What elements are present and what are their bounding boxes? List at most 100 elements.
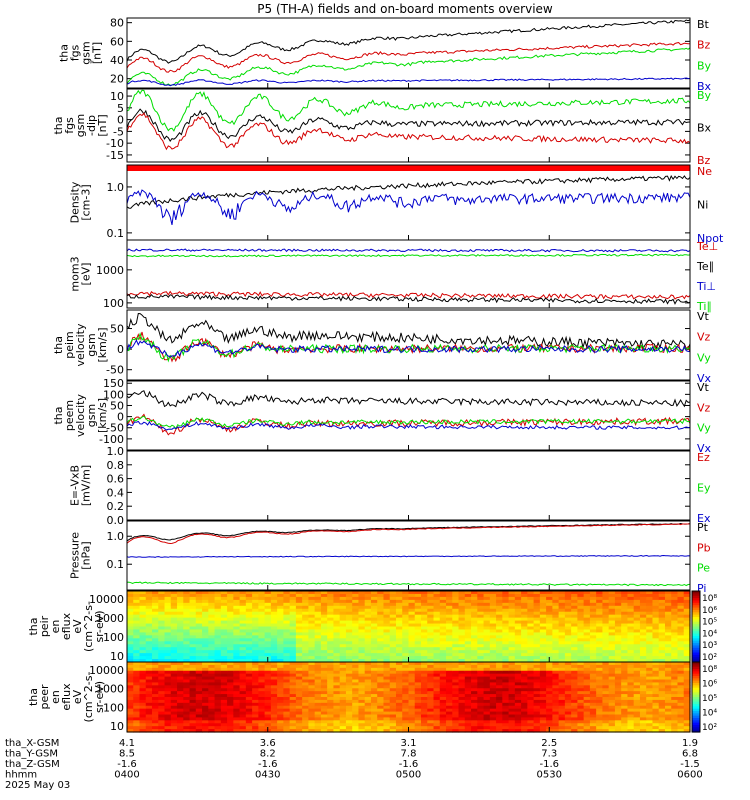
ytick-label: -5 — [113, 125, 124, 138]
legend-entry: Ne — [697, 165, 712, 178]
xaxis-value: -1.6 — [258, 759, 278, 770]
series-line-Ti∥ — [126, 253, 691, 258]
legend-entry: Ex — [697, 512, 711, 525]
legend-entry: Ti⊥ — [696, 280, 716, 293]
xaxis-value: 0400 — [114, 770, 139, 781]
colorbar-tick: 10² — [702, 723, 717, 733]
legend-entry: Te∥ — [696, 260, 714, 273]
series-line-Bx — [126, 77, 690, 87]
ytick-label: 0.6 — [107, 473, 125, 486]
legend-entry: Pe — [697, 562, 710, 575]
series-line-Vz — [126, 413, 691, 436]
panel-3: mom3[eV] 1000 100 Te⊥ Te∥ Ti⊥ Ti∥ — [69, 239, 718, 313]
xaxis-row-label: tha_X-GSM — [5, 738, 59, 749]
series-line-By — [126, 47, 691, 86]
xaxis-row-label: tha_Z-GSM — [5, 759, 60, 770]
legend-entry: Vz — [697, 331, 711, 344]
ytick-label: 5 — [117, 102, 124, 115]
ytick-label: 10 — [110, 720, 124, 733]
legend-entry: Bt — [697, 18, 710, 31]
data-band — [127, 165, 690, 171]
legend-entry: Npot — [697, 232, 724, 245]
panel-frame — [126, 380, 691, 451]
colorbar — [691, 661, 701, 733]
legend-entry: Pi — [697, 582, 706, 595]
series-line-Te∥ — [126, 293, 691, 305]
xaxis-value: -1.5 — [680, 759, 700, 770]
ytick-label: 0 — [117, 114, 124, 127]
xaxis-value: 4.1 — [119, 738, 135, 749]
xaxis-row-label: tha_Y-GSM — [5, 749, 58, 760]
panel-4: thapeimvelocitygsm[km/s] 50 0 -50 Vt Vz Vy Vx — [52, 309, 712, 385]
ytick-label: 0.1 — [107, 227, 125, 240]
ylabel: Pressure[nPa] — [69, 532, 93, 579]
legend-entry: Ti∥ — [696, 300, 712, 313]
colorbar — [691, 590, 701, 663]
colorbar-tick: 10⁴ — [702, 629, 717, 639]
ytick-label: 1000 — [96, 683, 124, 696]
xaxis-value: 2.5 — [541, 738, 557, 749]
colorbar-tick: 10⁵ — [702, 694, 717, 704]
ytick-label: 0 — [117, 411, 124, 424]
legend-entry: Vx — [697, 442, 712, 455]
panel-7: Pressure[nPa] 1.0 0.1 Pt Pb Pe Pi — [69, 520, 711, 595]
ytick-label: 1.0 — [107, 530, 125, 543]
series-group — [126, 312, 691, 363]
legend-entry: Ni — [697, 199, 708, 212]
legend-entry: Vz — [697, 401, 711, 414]
panel-0: thafgsgsm[nT] 80 60 40 20 Bt Bz By Bx — [58, 17, 712, 93]
xaxis-value: -1.6 — [539, 759, 559, 770]
xaxis-value: 6.8 — [682, 749, 698, 760]
ytick-label: 1000 — [96, 264, 124, 277]
legend-entry: Pt — [697, 521, 709, 534]
ytick-label: 100 — [103, 388, 124, 401]
legend-entry: Bz — [697, 39, 711, 52]
series-line-Bz — [126, 42, 690, 73]
ylabel: Density[cm-3] — [69, 181, 93, 223]
ytick-label: 0.2 — [107, 500, 125, 513]
panel-5: thapeemvelocitygsm[km/s] 150100500-50-100… — [52, 377, 712, 455]
ytick-label: 50 — [110, 323, 124, 336]
legend-entry: Vy — [697, 422, 711, 435]
ylabel: thapeemvelocitygsm[km/s] — [52, 394, 109, 437]
ytick-label: 1.0 — [107, 445, 125, 458]
xaxis-value: 8.5 — [119, 749, 135, 760]
xaxis-value: 3.6 — [260, 738, 276, 749]
series-line-Vz — [126, 331, 691, 363]
colorbar-tick: 10⁶ — [702, 606, 717, 616]
ytick-label: 80 — [110, 17, 124, 30]
ytick-label: -15 — [106, 149, 124, 162]
legend-entry: Ey — [697, 482, 711, 495]
legend-entry: Vx — [697, 372, 712, 385]
series-group — [126, 248, 691, 305]
ytick-label: 1.0 — [107, 181, 125, 194]
ytick-label: 50 — [110, 399, 124, 412]
legend-entry: Vt — [697, 310, 710, 323]
ytick-label: 0.0 — [107, 514, 125, 527]
ytick-label: 0.4 — [107, 486, 125, 499]
ytick-label: 150 — [103, 377, 124, 390]
panel-frame — [126, 450, 691, 521]
plot-title: P5 (TH-A) fields and on-board moments ov… — [257, 2, 553, 16]
ylabel: thapeimvelocitygsm[km/s] — [52, 323, 109, 366]
ytick-label: 20 — [110, 73, 124, 86]
series-line-Vx — [126, 420, 690, 431]
ytick-label: 100 — [103, 701, 124, 714]
panel-8: thapeirenefluxeV(cm^2-s-sr-eV)10000 1000 1… — [27, 590, 717, 663]
series-line-Npot — [126, 189, 691, 226]
ytick-label: 100 — [103, 631, 124, 644]
series-line-Pe — [126, 581, 691, 587]
series-line-By — [126, 89, 691, 132]
xaxis-value: 0430 — [255, 770, 280, 781]
ylabel: E=-VxB[mV/m] — [69, 465, 93, 506]
xaxis-value: -1.6 — [117, 759, 137, 770]
ytick-label: 0.1 — [107, 558, 125, 571]
legend-entry: Bz — [697, 154, 711, 167]
panel-6: E=-VxB[mV/m] 1.00.80.60.40.20.0 Ez Ey Ex — [69, 445, 711, 527]
colorbar-tick: 10⁵ — [702, 618, 717, 628]
xaxis-value: 7.8 — [401, 749, 417, 760]
series-line-Vy — [126, 332, 691, 363]
ytick-label: 10 — [110, 90, 124, 103]
series-group — [126, 89, 691, 151]
